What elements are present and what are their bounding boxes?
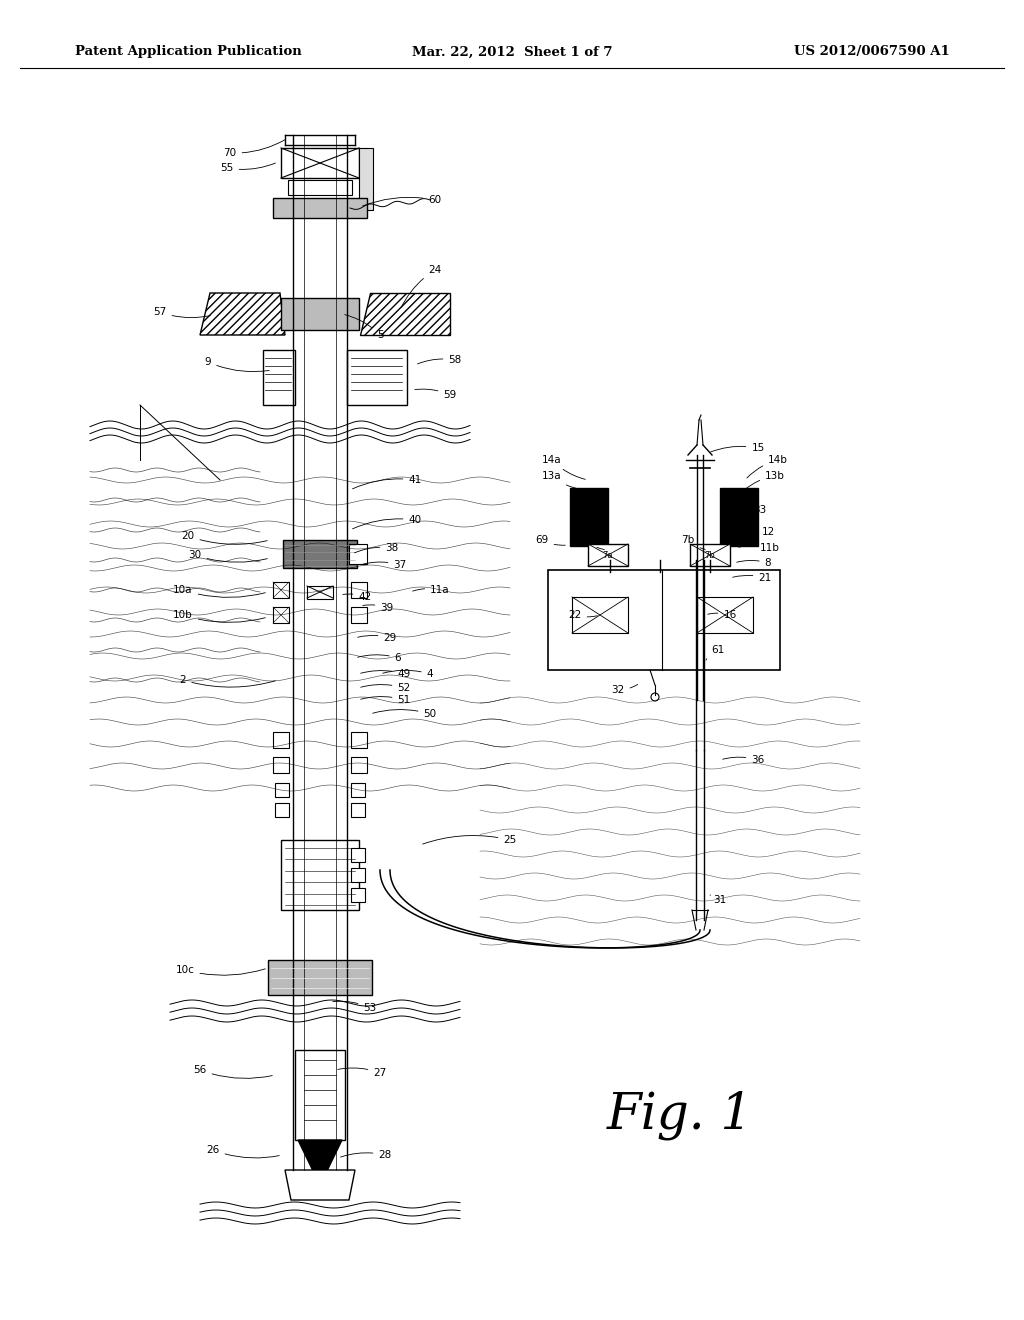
Bar <box>351 783 365 797</box>
Text: 7b: 7b <box>681 535 706 549</box>
Text: 14a: 14a <box>542 455 586 479</box>
Text: 58: 58 <box>418 355 462 366</box>
Bar <box>572 597 628 634</box>
Bar <box>275 803 289 817</box>
Bar <box>273 756 289 774</box>
Text: Mar. 22, 2012  Sheet 1 of 7: Mar. 22, 2012 Sheet 1 of 7 <box>412 45 612 58</box>
Text: 12: 12 <box>736 527 774 537</box>
Bar <box>263 350 295 405</box>
Text: 27: 27 <box>338 1068 387 1078</box>
Text: 29: 29 <box>357 634 396 643</box>
Text: 4: 4 <box>383 669 433 678</box>
Text: Fig. 1: Fig. 1 <box>607 1090 754 1139</box>
Bar <box>347 350 407 405</box>
Text: 52: 52 <box>360 682 411 693</box>
Bar <box>351 607 367 623</box>
Text: 24: 24 <box>401 265 441 308</box>
Text: 6: 6 <box>357 653 401 663</box>
Polygon shape <box>285 1170 355 1200</box>
Text: 37: 37 <box>362 560 407 570</box>
Text: 13b: 13b <box>744 471 785 490</box>
Text: 16: 16 <box>708 610 736 620</box>
Text: 22: 22 <box>568 610 597 620</box>
Text: 61: 61 <box>706 645 725 660</box>
Text: 13a: 13a <box>542 471 583 490</box>
Text: 42: 42 <box>343 591 372 602</box>
Bar <box>351 847 365 862</box>
Bar <box>273 198 367 218</box>
Text: 57: 57 <box>154 308 210 318</box>
Text: 60: 60 <box>362 195 441 206</box>
Bar <box>273 733 289 748</box>
Text: Patent Application Publication: Patent Application Publication <box>75 45 302 58</box>
Bar <box>351 582 367 598</box>
Text: 41: 41 <box>352 475 422 488</box>
Bar <box>273 607 289 623</box>
Text: 70: 70 <box>223 140 286 158</box>
Text: 53: 53 <box>333 1002 377 1012</box>
Text: US 2012/0067590 A1: US 2012/0067590 A1 <box>795 45 950 58</box>
Bar <box>268 960 372 995</box>
Bar <box>720 488 758 546</box>
Bar <box>283 540 357 568</box>
Text: 10c: 10c <box>175 965 265 975</box>
Text: 40: 40 <box>352 515 422 529</box>
Bar <box>273 582 289 598</box>
Text: 36: 36 <box>723 755 765 766</box>
Text: 50: 50 <box>373 709 436 719</box>
Bar <box>588 544 628 566</box>
Text: 28: 28 <box>341 1150 391 1160</box>
Bar <box>351 869 365 882</box>
Text: 14b: 14b <box>746 455 787 478</box>
Text: 20: 20 <box>181 531 267 544</box>
Bar <box>288 180 352 195</box>
Bar <box>295 1049 345 1140</box>
Bar <box>307 586 333 599</box>
Bar <box>275 783 289 797</box>
Text: 38: 38 <box>354 543 398 553</box>
Text: 56: 56 <box>194 1065 272 1078</box>
Text: 11a: 11a <box>413 585 450 595</box>
Bar <box>281 840 359 909</box>
Bar <box>351 888 365 902</box>
Text: 5: 5 <box>345 314 383 341</box>
Text: 30: 30 <box>188 550 267 562</box>
Text: 8: 8 <box>736 558 771 568</box>
Text: 11b: 11b <box>738 543 780 553</box>
Text: 32: 32 <box>611 685 638 696</box>
Text: 9: 9 <box>205 356 269 372</box>
Text: 69: 69 <box>536 535 565 545</box>
Text: 15: 15 <box>711 444 765 453</box>
Text: 21: 21 <box>733 573 772 583</box>
Text: 31: 31 <box>710 895 727 906</box>
Text: 55: 55 <box>220 162 275 173</box>
Text: 59: 59 <box>415 389 457 400</box>
Text: 10b: 10b <box>173 610 265 623</box>
Text: 26: 26 <box>207 1144 280 1158</box>
Polygon shape <box>298 1140 342 1175</box>
Bar <box>548 570 780 671</box>
Bar <box>349 544 367 564</box>
Text: 7a: 7a <box>579 535 604 549</box>
Bar <box>359 148 373 210</box>
Bar <box>281 298 359 330</box>
Text: 10a: 10a <box>173 585 265 598</box>
Text: 7a: 7a <box>603 552 613 561</box>
Bar <box>351 803 365 817</box>
Text: 39: 39 <box>362 603 393 612</box>
Text: 49: 49 <box>360 669 411 678</box>
Text: 25: 25 <box>423 836 517 845</box>
Bar <box>690 544 730 566</box>
Text: 51: 51 <box>360 696 411 705</box>
Bar <box>570 488 608 546</box>
Circle shape <box>651 693 659 701</box>
Bar <box>281 148 359 178</box>
Bar <box>697 597 753 634</box>
Bar <box>351 756 367 774</box>
Text: 2: 2 <box>179 675 275 688</box>
Text: 7b: 7b <box>705 552 716 561</box>
Bar <box>351 733 367 748</box>
Text: 33: 33 <box>733 506 767 515</box>
